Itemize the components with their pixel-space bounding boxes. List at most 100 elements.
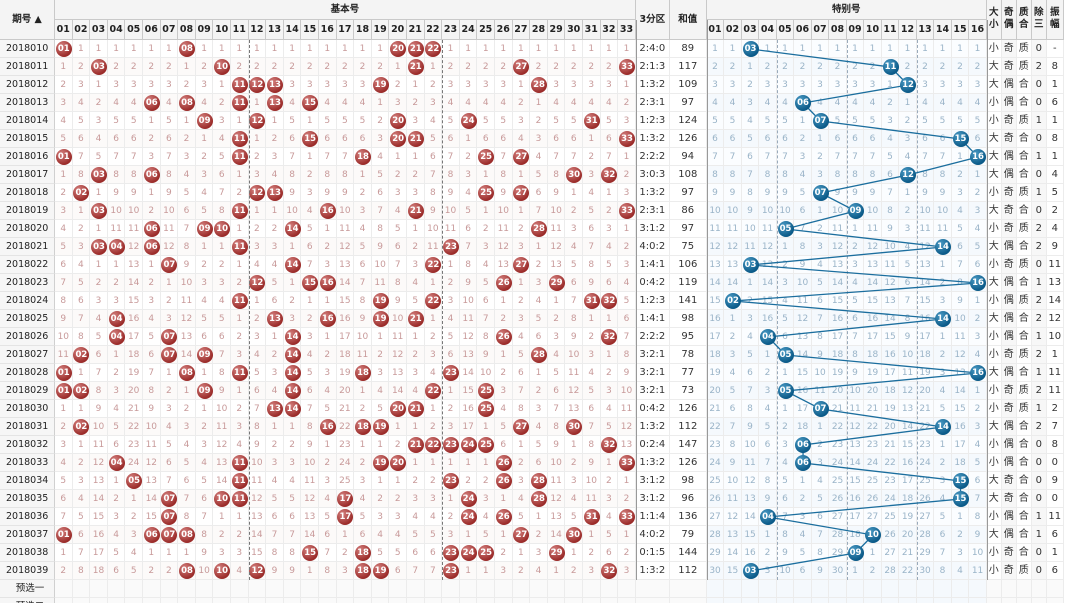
preselect-cell[interactable] — [195, 580, 214, 598]
preselect-cell[interactable] — [354, 580, 372, 598]
preselect-cell[interactable] — [1046, 598, 1064, 603]
preselect-cell[interactable] — [899, 580, 917, 598]
preselect-cell[interactable] — [512, 598, 531, 603]
preselect-cell[interactable] — [407, 598, 425, 603]
preselect-cell[interactable] — [706, 580, 725, 598]
preselect-cell[interactable] — [969, 580, 987, 598]
preselect-cell[interactable] — [846, 580, 865, 598]
preselect-cell[interactable] — [741, 580, 760, 598]
preselect-cell[interactable] — [301, 580, 319, 598]
preselect-cell[interactable] — [600, 580, 619, 598]
preselect-cell[interactable] — [283, 580, 302, 598]
preselect-cell[interactable] — [776, 598, 795, 603]
preselect-cell[interactable] — [864, 580, 882, 598]
preselect-cell[interactable] — [389, 598, 407, 603]
preselect-cell[interactable] — [530, 598, 548, 603]
preselect-cell[interactable] — [969, 598, 987, 603]
preselect-cell[interactable] — [266, 598, 284, 603]
preselect-cell[interactable] — [934, 598, 952, 603]
preselect-cell[interactable] — [829, 598, 847, 603]
preselect-cell[interactable] — [635, 598, 670, 603]
preselect-cell[interactable] — [899, 598, 917, 603]
preselect-cell[interactable] — [319, 580, 337, 598]
preselect-cell[interactable] — [459, 598, 478, 603]
preselect-cell[interactable] — [1016, 580, 1032, 598]
preselect-cell[interactable] — [72, 598, 91, 603]
preselect-cell[interactable] — [354, 598, 372, 603]
preselect-cell[interactable] — [724, 580, 742, 598]
preselect-cell[interactable] — [881, 580, 900, 598]
preselect-cell[interactable] — [1046, 580, 1064, 598]
preselect-cell[interactable] — [864, 598, 882, 603]
preselect-cell[interactable] — [1031, 580, 1047, 598]
preselect-cell[interactable] — [846, 598, 865, 603]
preselect-cell[interactable] — [951, 598, 970, 603]
preselect-cell[interactable] — [565, 598, 583, 603]
preselect-cell[interactable] — [1001, 598, 1017, 603]
preselect-cell[interactable] — [125, 598, 143, 603]
preselect-cell[interactable] — [583, 598, 601, 603]
preselect-row-1[interactable]: 预选一 — [0, 580, 55, 598]
preselect-cell[interactable] — [336, 598, 355, 603]
preselect-row-2[interactable]: 预选二 — [0, 598, 55, 603]
preselect-cell[interactable] — [231, 580, 249, 598]
preselect-cell[interactable] — [143, 580, 161, 598]
preselect-cell[interactable] — [459, 580, 478, 598]
preselect-cell[interactable] — [143, 598, 161, 603]
preselect-cell[interactable] — [1031, 598, 1047, 603]
preselect-cell[interactable] — [90, 580, 108, 598]
preselect-cell[interactable] — [266, 580, 284, 598]
preselect-cell[interactable] — [213, 598, 231, 603]
preselect-cell[interactable] — [442, 598, 460, 603]
preselect-cell[interactable] — [319, 598, 337, 603]
preselect-cell[interactable] — [477, 580, 495, 598]
preselect-cell[interactable] — [934, 580, 952, 598]
sort-period-header[interactable]: 期号 ▲ — [0, 0, 55, 40]
preselect-cell[interactable] — [72, 580, 91, 598]
preselect-cell[interactable] — [635, 580, 670, 598]
preselect-cell[interactable] — [283, 598, 302, 603]
preselect-cell[interactable] — [986, 598, 1002, 603]
preselect-cell[interactable] — [371, 598, 390, 603]
preselect-cell[interactable] — [336, 580, 355, 598]
preselect-cell[interactable] — [248, 580, 267, 598]
preselect-cell[interactable] — [794, 598, 812, 603]
preselect-cell[interactable] — [759, 580, 777, 598]
preselect-cell[interactable] — [107, 598, 126, 603]
preselect-cell[interactable] — [618, 598, 636, 603]
preselect-cell[interactable] — [706, 598, 725, 603]
preselect-cell[interactable] — [759, 598, 777, 603]
preselect-cell[interactable] — [178, 598, 196, 603]
preselect-cell[interactable] — [160, 580, 179, 598]
preselect-cell[interactable] — [442, 580, 460, 598]
preselect-cell[interactable] — [371, 580, 390, 598]
preselect-cell[interactable] — [160, 598, 179, 603]
preselect-cell[interactable] — [90, 598, 108, 603]
preselect-cell[interactable] — [986, 580, 1002, 598]
preselect-cell[interactable] — [213, 580, 231, 598]
preselect-cell[interactable] — [724, 598, 742, 603]
preselect-cell[interactable] — [794, 580, 812, 598]
preselect-cell[interactable] — [741, 598, 760, 603]
preselect-cell[interactable] — [301, 598, 319, 603]
preselect-cell[interactable] — [125, 580, 143, 598]
preselect-cell[interactable] — [424, 598, 443, 603]
preselect-cell[interactable] — [407, 580, 425, 598]
preselect-cell[interactable] — [583, 580, 601, 598]
preselect-cell[interactable] — [495, 598, 513, 603]
preselect-cell[interactable] — [424, 580, 443, 598]
preselect-cell[interactable] — [565, 580, 583, 598]
preselect-cell[interactable] — [669, 580, 707, 598]
preselect-cell[interactable] — [811, 580, 830, 598]
preselect-cell[interactable] — [248, 598, 267, 603]
preselect-cell[interactable] — [776, 580, 795, 598]
preselect-cell[interactable] — [195, 598, 214, 603]
preselect-cell[interactable] — [389, 580, 407, 598]
preselect-cell[interactable] — [829, 580, 847, 598]
preselect-cell[interactable] — [55, 598, 73, 603]
preselect-cell[interactable] — [951, 580, 970, 598]
preselect-cell[interactable] — [1001, 580, 1017, 598]
preselect-cell[interactable] — [55, 580, 73, 598]
preselect-cell[interactable] — [512, 580, 531, 598]
preselect-cell[interactable] — [600, 598, 619, 603]
